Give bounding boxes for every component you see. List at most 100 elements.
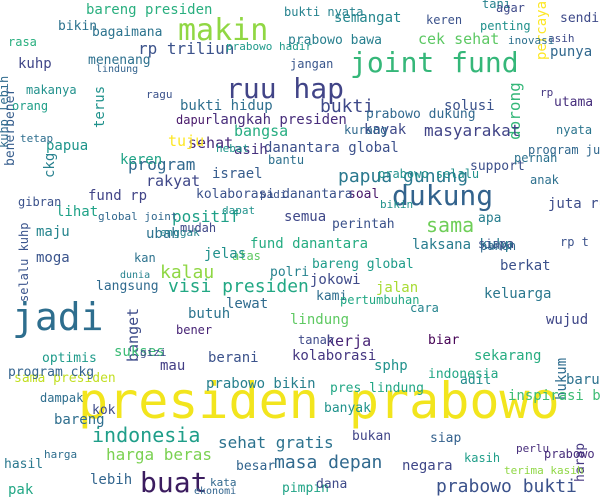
word: langsung (96, 279, 159, 294)
word: sphp (374, 358, 408, 374)
word: israel (212, 166, 263, 182)
word: cek sehat (418, 30, 499, 48)
word: kerja (326, 332, 371, 350)
word: orang (12, 99, 48, 113)
word: apa (478, 211, 501, 226)
word: rp triliun (138, 39, 234, 58)
word: pertumbuhan (340, 293, 419, 307)
word: agar (496, 1, 525, 15)
word: enggak (160, 226, 200, 239)
word: keren (426, 13, 462, 27)
word: langkah presiden (212, 112, 347, 128)
word: gizi (140, 346, 167, 359)
word: kuhp lebih (0, 76, 11, 148)
word: panen (480, 239, 516, 253)
word: jalan (376, 280, 418, 296)
word: moga (36, 250, 70, 266)
word: baru (566, 372, 600, 388)
word: rakyat (146, 172, 200, 190)
word: visi presiden (168, 276, 309, 297)
word: kasih (464, 451, 500, 465)
word: bareng presiden (86, 2, 212, 18)
word: solusi (444, 98, 495, 114)
word: ckg (42, 153, 58, 178)
word: kata (210, 476, 237, 489)
word: soal (348, 187, 379, 202)
word: fund rp (88, 188, 147, 204)
word: rp (540, 86, 553, 99)
word: sehat gratis (218, 433, 334, 452)
word: ekonomi (194, 486, 236, 497)
word: program ckg (8, 365, 94, 380)
word: bagaimana (92, 25, 162, 40)
word: bareng (54, 412, 105, 428)
word: prabowo bukti (436, 476, 577, 497)
word: pernah (514, 151, 557, 165)
word: ruu hap (226, 72, 344, 105)
word: keluarga (484, 286, 551, 302)
word: bareng global (312, 257, 414, 272)
word: jadi (12, 295, 104, 339)
word: penting (480, 19, 531, 33)
word: danantara global (264, 140, 399, 156)
word: program juta (528, 143, 600, 157)
word: bantu (268, 153, 304, 167)
word: tetap (20, 132, 53, 145)
word: jelas (204, 246, 246, 262)
word: perintah (332, 217, 395, 232)
word: laksana kuhp (412, 237, 513, 253)
word: punya (550, 44, 592, 60)
word: percaya (534, 1, 550, 60)
word: jokowi (310, 272, 361, 288)
word: prabowo hadir (226, 40, 312, 53)
word: presiden prabowo (78, 372, 560, 430)
word: kok (92, 403, 116, 418)
word: besar (236, 459, 275, 474)
word: harga (44, 448, 77, 461)
word: kan (134, 251, 156, 265)
word: tuju (168, 132, 204, 150)
word: prabowo bikin (206, 376, 316, 392)
word: ragu (146, 88, 173, 101)
word: kuhp (18, 56, 52, 72)
word: lewat (226, 296, 268, 312)
word: tani (482, 0, 511, 11)
word: prabowo paham (544, 447, 600, 461)
word: bikin (58, 19, 97, 34)
word: pak (8, 482, 34, 498)
word: lihat (56, 204, 98, 220)
word: program (128, 155, 195, 174)
word: bukti (320, 96, 374, 117)
word: nyata (556, 123, 592, 137)
word: rp t (560, 235, 589, 249)
word: atas (232, 249, 261, 263)
word: prabowo selalu (378, 167, 479, 181)
word: fund danantara (250, 236, 368, 252)
word: juta rumah (548, 196, 600, 212)
word: bangsa (234, 122, 288, 140)
word: kami (316, 289, 347, 304)
word: dapur (176, 113, 212, 127)
word: pres lindung (330, 381, 424, 396)
word: lindung (290, 312, 349, 328)
word: semangat (334, 10, 401, 26)
word: harga beras (106, 445, 212, 464)
word: siap (430, 431, 461, 446)
word: papua (46, 138, 88, 154)
word: selalu kuhp (17, 223, 31, 302)
word: masyarakat (424, 121, 520, 140)
word: cara (410, 301, 439, 315)
word: lindung (96, 64, 138, 75)
word: asih (234, 142, 268, 158)
word: prabowo bawa (288, 33, 382, 48)
word: masa depan (274, 452, 382, 473)
word: bener (176, 323, 212, 337)
word: makanya (26, 83, 77, 97)
word: menenang (88, 53, 151, 68)
word: maju (36, 224, 70, 240)
word: terus (92, 86, 108, 128)
word: kurang (344, 123, 387, 137)
word: mau (160, 358, 185, 374)
word: sekarang (474, 348, 541, 364)
word: berani (208, 350, 259, 366)
